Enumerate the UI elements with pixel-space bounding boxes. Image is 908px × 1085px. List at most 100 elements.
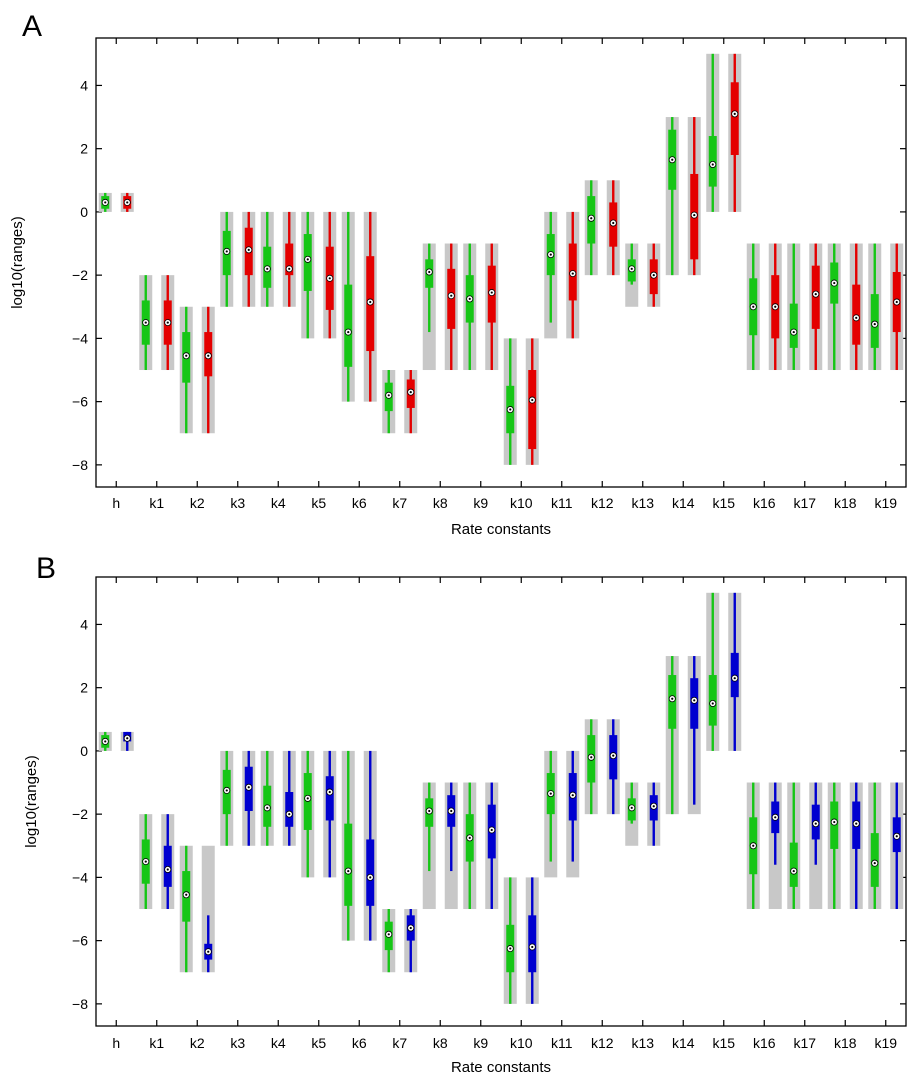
panel-b-xtick-label: k14 [672,1035,695,1051]
panel-a-xtick-label: k2 [190,495,205,511]
panel-b-xtick-label: k9 [473,1035,488,1051]
panel-a-xtick-label: k12 [591,495,614,511]
panel-b-blue-median-dot [490,828,493,832]
panel-a-red-median-dot [328,277,331,280]
panel-a-ytick-label: 2 [80,141,88,157]
panel-a-green-median-dot [387,394,390,397]
panel-a-green-median-dot [752,305,755,308]
panel-a-xtick-label: k18 [834,495,857,511]
panel-b-blue-median-dot [531,945,534,949]
panel-b-green-median-dot [873,862,876,865]
panel-a-xtick-label: k6 [352,495,367,511]
panel-b-ytick-label: 0 [80,743,88,759]
panel-b-blue-median-dot [369,876,372,879]
panel-a-x-axis-label: Rate constants [451,521,551,538]
panel-a-green-median-dot [144,321,147,324]
panel-b-blue-whisker [693,656,696,805]
panel-b-blue-median-dot [207,950,210,953]
panel-b-green-median-dot [306,797,309,800]
panel-b-green-whisker [711,592,714,751]
panel-a-green-whisker [671,117,674,276]
panel-a-red-median-dot [571,272,574,275]
panel-b-green-median-dot [225,789,228,792]
panel-b-blue-median-dot [774,816,777,819]
panel-a-green-median-dot [347,330,350,334]
panel-a-xtick-label: k11 [551,495,573,511]
panel-a-green-median-dot [590,217,593,220]
panel-a-red-box [285,243,294,276]
panel-a-green-median-dot [185,354,188,357]
panel-a-red-median-dot [612,221,615,225]
panel-b-ytick-label: −2 [72,806,88,822]
panel-a-xtick-label: k13 [631,495,654,511]
panel-a-red-median-dot [450,294,453,297]
panel-a-ytick-label: −4 [72,330,88,346]
panel-a-red-median-dot [490,291,493,294]
panel-b-green-median-dot [549,792,552,795]
panel-b-green-median-dot [671,697,674,700]
panel-a-green-median-dot [873,323,876,326]
panel-b-green-median-dot [711,702,714,705]
panel-b-green-median-dot [144,860,147,863]
panel-a-xtick-label: k19 [874,495,897,511]
panel-a-green-median-dot [630,267,633,270]
panel-b-blue-median-dot [733,677,736,680]
panel-b-ytick-label: 4 [80,616,88,632]
panel-b-y-axis-label: log10(ranges) [23,755,40,848]
panel-b-blue-whisker [207,915,210,973]
panel-a-ytick-label: −6 [72,394,88,410]
panel-a-red-median-dot [288,267,291,270]
panel-b-xtick-label: k11 [551,1035,573,1051]
panel-a-xtick-label: k17 [793,495,816,511]
panel-b-green-box [789,842,798,887]
panel-a-green-median-dot [306,258,309,261]
panel-b-plot-frame [95,576,907,1027]
panel-b-green-median-dot [428,809,431,813]
panel-b-xtick-label: k18 [834,1035,857,1051]
panel-a-red-median-dot [166,321,169,324]
panel-a-letter: A [22,10,42,43]
panel-b-xtick-label: k8 [433,1035,448,1051]
panel-b-xtick-label: h [112,1035,120,1051]
panel-b-green-median-dot [792,869,795,873]
panel-a-plot-frame [95,37,907,488]
panel-b-ytick-label: 2 [80,680,88,696]
panel-b-green-median-dot [104,740,107,743]
panel-b-blue-median-dot [652,805,655,808]
panel-b-ytick-label: −8 [72,996,88,1012]
panel-a-green-box [789,303,798,348]
panel-a-red-median-dot [409,391,412,394]
panel-a-xtick-label: k14 [672,495,695,511]
panel-b-xtick-label: k7 [392,1035,407,1051]
panel-b-green-median-dot [833,820,836,824]
panel-a-xtick-label: k16 [753,495,776,511]
panel-a-red-box [528,370,537,450]
panel-b-xtick-label: k2 [190,1035,205,1051]
panel-b-blue-median-dot [855,822,858,825]
panel-b-blue-median-dot [895,835,898,838]
panel-b-xtick-label: k15 [712,1035,735,1051]
panel-b-green-median-dot [266,806,269,809]
panel-a-xtick-label: k10 [510,495,533,511]
panel-a-xtick-label: k1 [149,495,164,511]
panel-a-green-median-dot [468,297,471,300]
panel-a-red-median-dot [126,201,129,204]
panel-a-xtick-label: k15 [712,495,735,511]
panel-b-green-median-dot [347,869,350,873]
panel-b-green-box [344,823,353,906]
panel-b-blue-box [285,792,294,827]
panel-a-y-axis-label: log10(ranges) [9,216,26,309]
panel-a-green-median-dot [833,281,836,285]
panel-b-blue-median-dot [814,822,817,825]
panel-b-green-median-dot [185,893,188,896]
panel-a-red-median-dot [247,248,250,251]
panel-a-green-median-dot [225,250,228,253]
panel-a-green-median-dot [671,158,674,161]
panel-a-green-median-dot [549,253,552,256]
panel-a-xtick-label: k9 [473,495,488,511]
panel-a-ytick-label: 4 [80,77,88,93]
panel-b-xtick-label: k17 [793,1035,816,1051]
panel-b-green-median-dot [509,947,512,950]
panel-a-red-median-dot [531,398,534,402]
